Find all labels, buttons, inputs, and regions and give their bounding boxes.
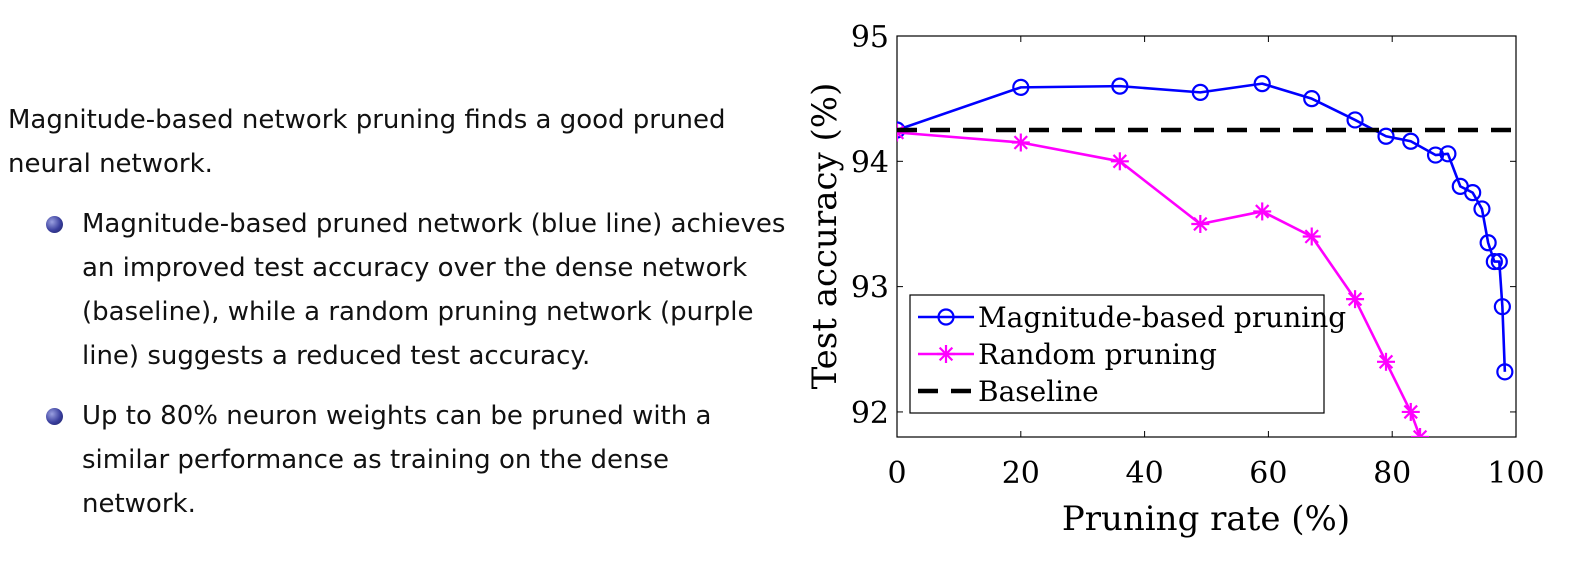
plot-frame xyxy=(896,35,1517,438)
bullet-text: Magnitude-based pruned network (blue lin… xyxy=(82,209,786,371)
marker-stroke xyxy=(1255,204,1270,219)
intro-text: Magnitude-based network pruning finds a … xyxy=(8,105,726,179)
data-point xyxy=(1110,152,1129,171)
marker-stroke xyxy=(897,130,905,140)
data-point xyxy=(1346,111,1364,129)
data-point xyxy=(1111,77,1129,95)
data-point xyxy=(1377,127,1395,145)
data-point xyxy=(1401,402,1420,421)
data-point xyxy=(1473,200,1491,218)
data-point xyxy=(1464,184,1482,202)
marker-stroke xyxy=(1013,135,1028,150)
legend-label: Random pruning xyxy=(978,338,1217,371)
bullet-dot-icon xyxy=(46,408,63,425)
data-point xyxy=(1493,298,1511,316)
data-point xyxy=(1253,202,1272,221)
marker-stroke xyxy=(1418,429,1428,437)
data-point xyxy=(897,123,906,142)
y-tick-label: 92 xyxy=(851,396,889,431)
bullet-text: Up to 80% neuron weights can be pruned w… xyxy=(82,401,712,519)
legend-label: Baseline xyxy=(978,375,1099,408)
bullet-item: Up to 80% neuron weights can be pruned w… xyxy=(42,394,788,526)
data-point xyxy=(1479,234,1497,252)
data-point xyxy=(1346,290,1365,309)
marker-stroke xyxy=(1347,292,1363,307)
x-tick-label: 20 xyxy=(1002,456,1040,491)
marker-stroke xyxy=(1403,404,1418,420)
legend-box xyxy=(909,294,1325,414)
legend-marker xyxy=(937,345,955,363)
x-tick-label: 60 xyxy=(1249,456,1287,491)
y-tick-label: 95 xyxy=(851,20,889,55)
data-point xyxy=(1191,83,1209,101)
bullet-dot-icon xyxy=(46,216,63,233)
marker-stroke xyxy=(938,346,954,362)
data-point xyxy=(1411,428,1430,437)
bullet-item: Magnitude-based pruned network (blue lin… xyxy=(42,202,788,378)
x-tick-label: 40 xyxy=(1126,456,1164,491)
series-line-1 xyxy=(897,131,1422,437)
marker-stroke xyxy=(1112,154,1127,169)
y-axis-label: Test accuracy (%) xyxy=(805,83,845,390)
data-point xyxy=(1303,90,1321,108)
data-point xyxy=(1402,132,1420,150)
x-tick-label: 100 xyxy=(1487,456,1544,491)
series-line-0 xyxy=(897,82,1507,372)
marker-stroke xyxy=(1304,229,1319,244)
data-point xyxy=(1191,214,1210,233)
data-point xyxy=(1012,78,1030,96)
marker-stroke xyxy=(1412,429,1422,437)
data-point xyxy=(1496,363,1514,381)
data-point xyxy=(1490,252,1508,271)
legend-marker xyxy=(937,308,955,326)
data-point xyxy=(1439,145,1457,163)
legend-label: Magnitude-based pruning xyxy=(978,301,1346,334)
y-tick-label: 93 xyxy=(851,271,889,306)
x-tick-label: 0 xyxy=(887,456,906,491)
x-tick-label: 80 xyxy=(1373,456,1411,491)
y-tick-label: 94 xyxy=(851,145,889,180)
data-point xyxy=(1253,75,1271,93)
accuracy-chart: 0 20 40 60 80 100 92 93 94 95 Magnitude-based pru… xyxy=(805,20,1545,539)
marker-stroke xyxy=(1378,354,1394,369)
x-axis-label: Pruning rate (%) xyxy=(1062,499,1350,539)
data-point xyxy=(1011,133,1030,152)
bullet-list: Magnitude-based pruned network (blue lin… xyxy=(8,202,788,526)
data-point xyxy=(1377,352,1396,371)
data-point xyxy=(1426,146,1445,164)
slide-text: Magnitude-based network pruning finds a … xyxy=(8,98,788,542)
data-point xyxy=(1302,227,1321,246)
marker-stroke xyxy=(1193,216,1208,232)
data-point xyxy=(1485,252,1503,271)
